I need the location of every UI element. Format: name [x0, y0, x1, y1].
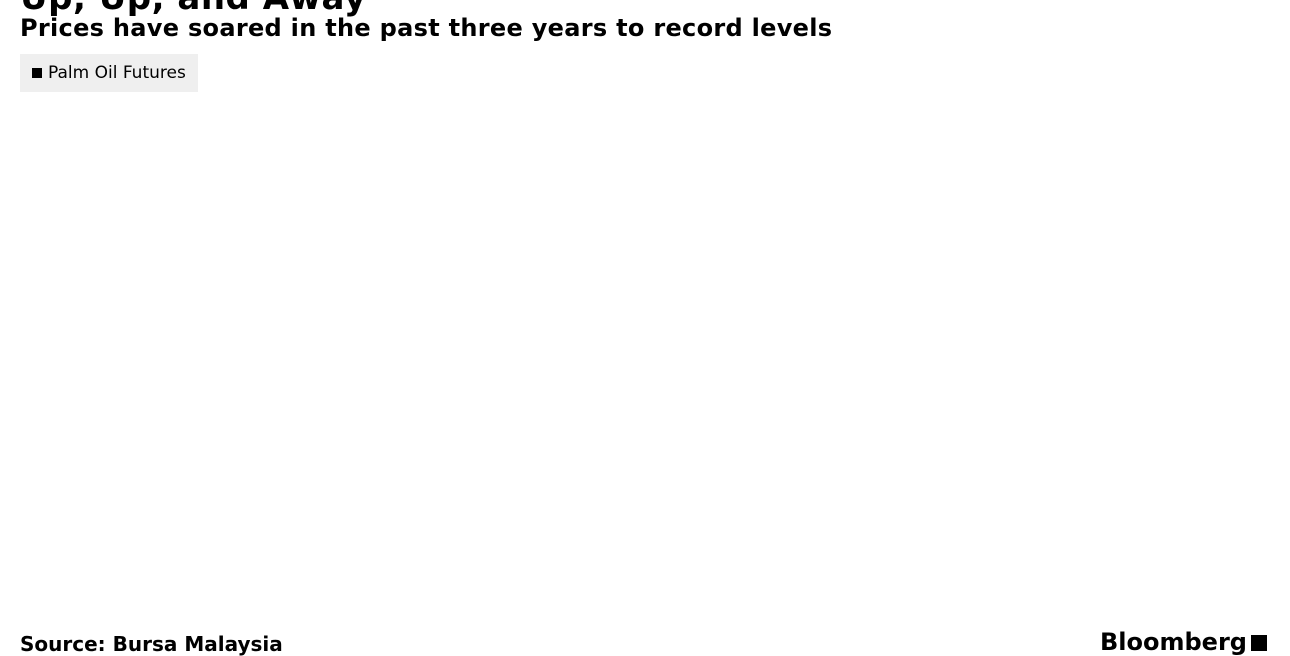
legend-swatch-icon	[32, 68, 42, 78]
chart-headline: Up, Up, and Away	[20, 0, 367, 18]
y-tick-label: 5000	[1171, 94, 1222, 118]
brand-text: Bloomberg	[1100, 628, 1247, 656]
y-axis-ticks: 2000 2500 3000 3500 4000 4500 5000	[1163, 94, 1222, 541]
legend: Palm Oil Futures	[20, 54, 198, 92]
legend-label: Palm Oil Futures	[48, 63, 186, 83]
source-note: Source: Bursa Malaysia	[20, 632, 283, 656]
brand-mark-icon	[1250, 635, 1267, 651]
brand-logo: Bloomberg	[1100, 628, 1267, 656]
y-tick-label: 4000	[1171, 235, 1222, 259]
x-axis-ticks: 2019 2020 2021	[155, 610, 975, 634]
y-tick-label: 3000	[1171, 376, 1222, 400]
y-axis-label: Ringgit a ton	[1230, 287, 1258, 441]
x-tick-label: 2021	[924, 610, 975, 634]
y-tick-label: 2000	[1171, 517, 1222, 541]
y-tick-label: 4500	[1171, 165, 1222, 189]
chart-subtitle: Prices have soared in the past three yea…	[20, 14, 833, 42]
x-tick-label: 2019	[155, 610, 206, 634]
x-tick-label: 2020	[539, 610, 590, 634]
y-tick-label: 3500	[1171, 306, 1222, 330]
y-tick-label: 2500	[1171, 446, 1222, 470]
highlight-circle	[1116, 57, 1193, 133]
grid-lines	[20, 50, 1163, 578]
series-line-palm-oil	[19, 97, 1165, 539]
